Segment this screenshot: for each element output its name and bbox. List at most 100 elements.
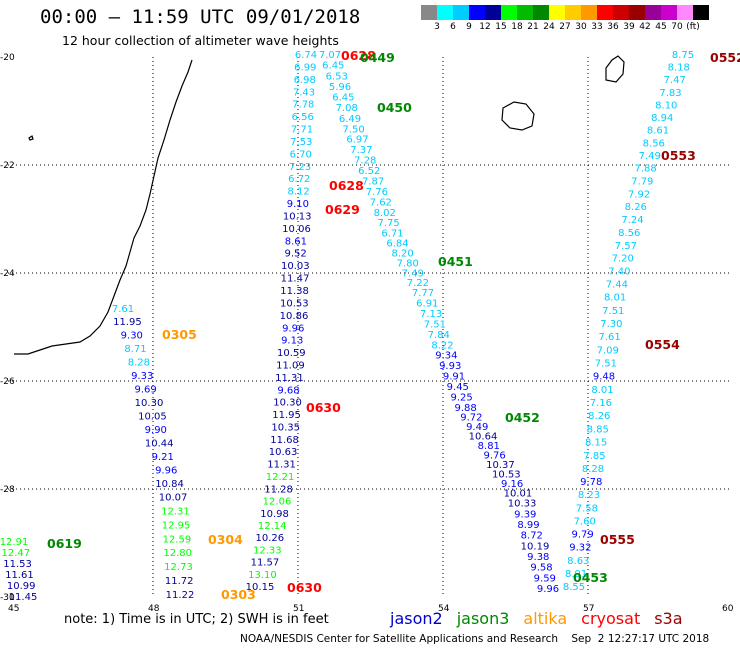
wave-height-value: 9.78: [580, 477, 602, 488]
wave-height-value: 9.16: [501, 479, 523, 490]
colorbar-label: 36: [607, 22, 619, 32]
pass-label-s3a: 0552: [710, 50, 740, 65]
wave-height-value: 8.15: [585, 438, 607, 449]
colorbar-swatch: [549, 5, 565, 20]
note-text: note: 1) Time is in UTC; 2) SWH is in fe…: [64, 612, 329, 627]
wave-height-value: 9.48: [593, 372, 615, 383]
pass-label-cryosat: 0628: [341, 48, 376, 63]
wave-height-value: 10.30: [135, 398, 164, 409]
colorbar-swatch: [597, 5, 613, 20]
pass-label-jason3: 0619: [47, 536, 82, 551]
wave-height-value: 11.45: [9, 592, 38, 603]
satellite-legend-cryosat: cryosat: [581, 609, 641, 628]
pass-label-jason3: 0449: [360, 50, 395, 65]
wave-height-value: 7.77: [412, 288, 434, 299]
wave-height-value: 7.37: [350, 145, 372, 156]
wave-height-value: 12.73: [164, 562, 193, 573]
wave-height-value: 10.30: [273, 398, 302, 409]
colorbar-swatch: [693, 5, 709, 20]
wave-height-value: 6.98: [294, 75, 316, 86]
wave-height-value: 12.59: [163, 534, 192, 545]
wave-height-value: 9.96: [155, 466, 177, 477]
wave-height-value: 7.80: [397, 258, 419, 269]
wave-height-value: 9.21: [152, 452, 174, 463]
wave-height-value: 11.53: [3, 559, 32, 570]
y-tick-label: -28: [0, 485, 15, 495]
wave-height-value: 9.91: [443, 372, 465, 383]
wave-height-value: 7.09: [597, 345, 619, 356]
wave-height-value: 9.32: [569, 543, 591, 554]
wave-height-value: 11.72: [165, 576, 194, 587]
wave-height-value: 11.61: [5, 570, 34, 581]
wave-height-value: 6.53: [326, 71, 348, 82]
wave-height-value: 7.13: [420, 309, 442, 320]
wave-height-value: 10.07: [159, 493, 188, 504]
wave-height-value: 11.38: [280, 286, 309, 297]
wave-height-value: 8.20: [391, 249, 413, 260]
y-tick-label: -30: [0, 593, 15, 603]
wave-height-value: 7.51: [424, 319, 446, 330]
colorbar-swatch: [453, 5, 469, 20]
wave-height-value: 7.07: [319, 50, 341, 61]
x-tick-label: 57: [583, 604, 594, 614]
wave-height-value: 9.68: [277, 385, 299, 396]
wave-height-value: 10.86: [280, 311, 309, 322]
pass-label-jason3: 0450: [377, 100, 412, 115]
wave-height-value: 12.14: [258, 521, 287, 532]
wave-height-value: 7.57: [615, 241, 637, 252]
wave-height-value: 9.79: [571, 530, 593, 541]
page-subtitle: 12 hour collection of altimeter wave hei…: [62, 33, 339, 48]
wave-height-value: 10.15: [246, 582, 275, 593]
wave-height-value: 8.56: [643, 138, 665, 149]
wave-height-value: 7.08: [336, 103, 358, 114]
wave-height-value: 7.20: [612, 254, 634, 265]
y-tick-label: -22: [0, 161, 15, 171]
wave-height-value: 7.43: [293, 87, 315, 98]
footer-credit: NOAA/NESDIS Center for Satellite Applica…: [240, 633, 710, 645]
wave-height-value: 11.31: [267, 460, 296, 471]
wave-height-value: 12.21: [266, 472, 295, 483]
wave-height-value: 8.28: [128, 358, 150, 369]
wave-height-value: 6.70: [290, 149, 312, 160]
wave-height-value: 7.49: [402, 268, 424, 279]
wave-height-value: 8.61: [647, 126, 669, 137]
wave-height-value: 10.35: [271, 423, 300, 434]
wave-height-value: 11.22: [166, 590, 195, 601]
pass-labels: 0628044904500628062904510305063004520304…: [47, 48, 740, 602]
wave-height-value: 9.34: [435, 351, 457, 362]
wave-height-value: 8.23: [578, 490, 600, 501]
wave-height-value: 8.02: [374, 208, 396, 219]
colorbar-swatch: [501, 5, 517, 20]
colorbar-label: 42: [639, 22, 651, 32]
x-tick-label: 54: [438, 604, 450, 614]
pass-label-altika: 0305: [162, 327, 197, 342]
y-tick-label: -24: [0, 269, 15, 279]
wave-height-value: 8.26: [588, 411, 610, 422]
colorbar-swatch: [421, 5, 437, 20]
wave-height-value: 8.01: [604, 293, 626, 304]
wave-height-value: 7.61: [112, 304, 134, 315]
wave-height-value: 9.58: [530, 563, 552, 574]
wave-height-value: 10.64: [469, 432, 498, 443]
colorbar-label: 18: [511, 22, 523, 32]
satellite-legend: jason2 jason3 altika cryosat s3a: [390, 609, 697, 628]
wave-height-value: 9.76: [483, 451, 505, 462]
colorbar-label: (ft): [686, 22, 700, 32]
wave-height-value: 7.23: [289, 162, 311, 173]
wave-height-value: 7.58: [576, 503, 598, 514]
wave-height-value: 11.09: [276, 361, 305, 372]
wave-height-value: 7.83: [659, 88, 681, 99]
colorbar-swatch: [485, 5, 501, 20]
map-grid: [8, 57, 732, 597]
wave-height-value: 7.62: [370, 197, 392, 208]
pass-label-cryosat: 0629: [325, 202, 360, 217]
y-tick-label: -26: [0, 377, 15, 387]
page-title: 00:00 – 11:59 UTC 09/01/2018: [40, 6, 361, 28]
wave-height-value: 6.91: [416, 298, 438, 309]
wave-height-value: 7.28: [354, 156, 376, 167]
x-tick-label: 60: [722, 604, 734, 614]
colorbar-swatch: [645, 5, 661, 20]
colorbar-swatch: [677, 5, 693, 20]
